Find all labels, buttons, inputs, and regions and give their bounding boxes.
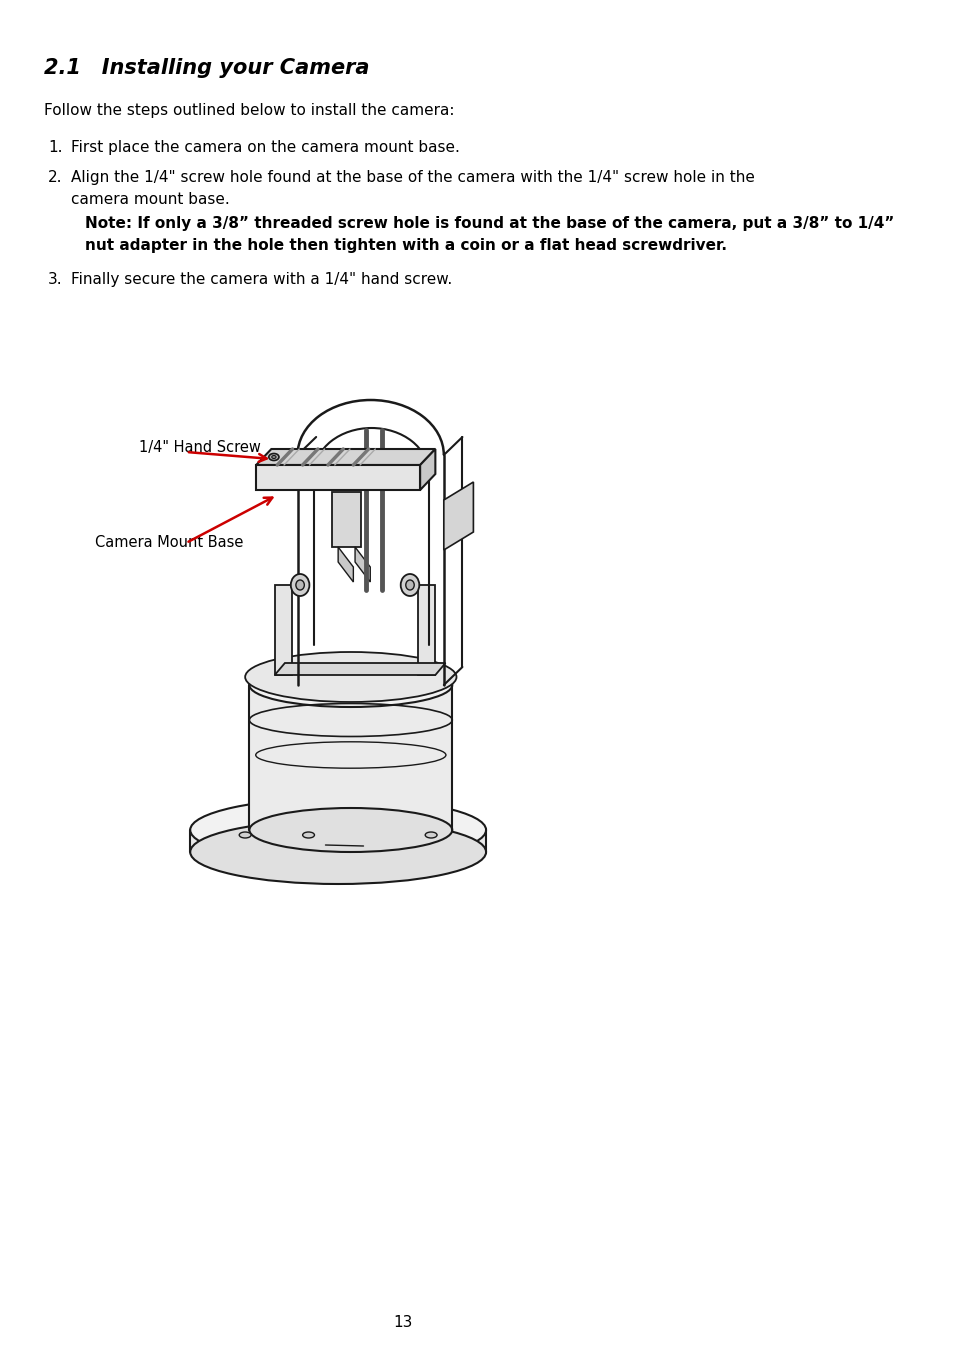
Text: 13: 13 bbox=[394, 1315, 413, 1330]
Ellipse shape bbox=[190, 819, 486, 884]
Ellipse shape bbox=[291, 574, 309, 595]
Ellipse shape bbox=[190, 798, 486, 863]
Ellipse shape bbox=[249, 809, 452, 852]
Polygon shape bbox=[249, 684, 452, 830]
Ellipse shape bbox=[245, 652, 456, 702]
Text: Align the 1/4" screw hole found at the base of the camera with the 1/4" screw ho: Align the 1/4" screw hole found at the b… bbox=[71, 170, 754, 185]
Ellipse shape bbox=[302, 832, 314, 838]
Text: 1.: 1. bbox=[49, 140, 63, 155]
Text: nut adapter in the hole then tighten with a coin or a flat head screwdriver.: nut adapter in the hole then tighten wit… bbox=[85, 238, 726, 252]
Ellipse shape bbox=[405, 580, 414, 590]
Text: Note: If only a 3/8” threaded screw hole is found at the base of the camera, put: Note: If only a 3/8” threaded screw hole… bbox=[85, 216, 893, 231]
Polygon shape bbox=[332, 491, 360, 547]
Polygon shape bbox=[355, 547, 370, 582]
Polygon shape bbox=[255, 464, 419, 490]
Text: 2.: 2. bbox=[49, 170, 63, 185]
Text: Camera Mount Base: Camera Mount Base bbox=[94, 535, 243, 549]
Text: 1/4" Hand Screw: 1/4" Hand Screw bbox=[139, 440, 261, 455]
Polygon shape bbox=[337, 547, 353, 582]
Polygon shape bbox=[419, 450, 435, 490]
Text: camera mount base.: camera mount base. bbox=[71, 192, 230, 207]
Text: 3.: 3. bbox=[49, 271, 63, 288]
Polygon shape bbox=[274, 585, 292, 675]
Text: Follow the steps outlined below to install the camera:: Follow the steps outlined below to insta… bbox=[44, 103, 454, 117]
Text: First place the camera on the camera mount base.: First place the camera on the camera mou… bbox=[71, 140, 459, 155]
Polygon shape bbox=[190, 830, 486, 852]
Ellipse shape bbox=[295, 580, 304, 590]
Ellipse shape bbox=[239, 832, 251, 838]
Ellipse shape bbox=[269, 454, 278, 460]
Ellipse shape bbox=[272, 455, 275, 459]
Text: Finally secure the camera with a 1/4" hand screw.: Finally secure the camera with a 1/4" ha… bbox=[71, 271, 452, 288]
Ellipse shape bbox=[249, 663, 452, 707]
Ellipse shape bbox=[425, 832, 436, 838]
Polygon shape bbox=[255, 450, 435, 464]
Polygon shape bbox=[274, 663, 445, 675]
Polygon shape bbox=[418, 585, 435, 675]
Ellipse shape bbox=[400, 574, 419, 595]
Text: 2.1 Installing your Camera: 2.1 Installing your Camera bbox=[44, 58, 369, 78]
Polygon shape bbox=[443, 482, 473, 549]
